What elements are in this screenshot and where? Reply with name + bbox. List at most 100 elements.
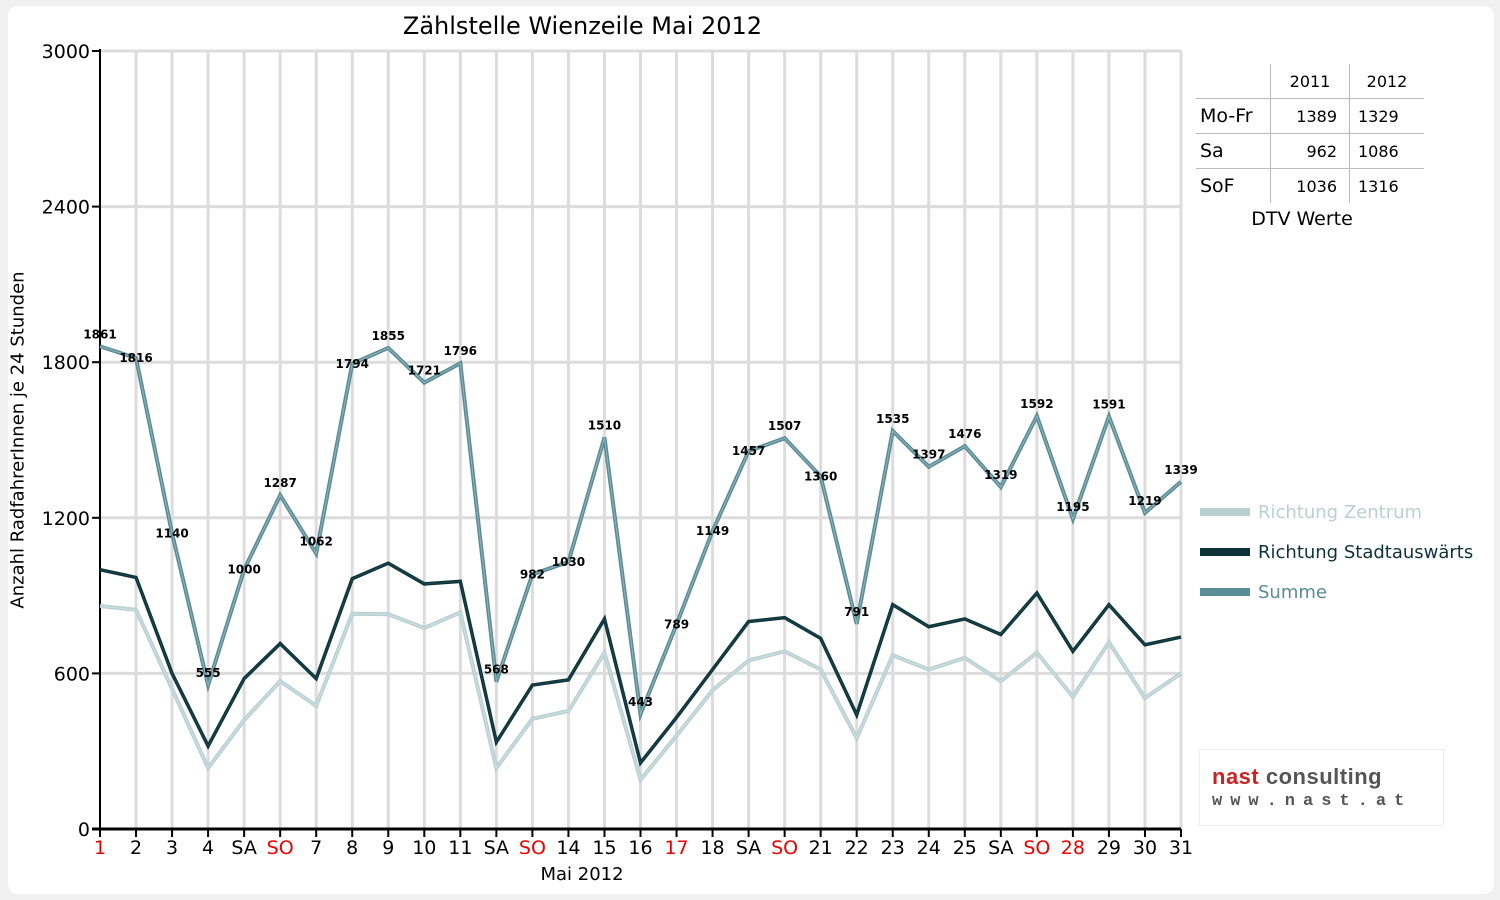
x-tick-label: SO	[1023, 837, 1050, 859]
x-tick-label: 14	[556, 837, 580, 859]
dtv-row-label: SoF	[1200, 175, 1235, 197]
dtv-value-2011: 962	[1270, 133, 1350, 169]
data-label: 1507	[768, 419, 801, 433]
data-label: 1457	[732, 444, 765, 458]
x-tick-label: 30	[1133, 837, 1157, 859]
data-label: 1000	[227, 563, 260, 577]
legend-swatch-summe	[1200, 588, 1250, 596]
x-tick-label: 28	[1061, 837, 1085, 859]
x-tick-label: SA	[736, 837, 761, 859]
y-tick-label: 2400	[42, 197, 90, 219]
data-label: 1360	[804, 469, 837, 483]
x-tick-label: 18	[700, 837, 724, 859]
nast-consulting-logo: nast consulting www.nast.at	[1200, 750, 1443, 825]
logo-wordmark: nast consulting	[1212, 764, 1382, 790]
legend-label-stadtauswaerts: Richtung Stadtauswärts	[1258, 541, 1474, 563]
data-label: 1219	[1128, 494, 1161, 508]
x-tick-label: 8	[346, 837, 358, 859]
dtv-row-label: Mo-Fr	[1196, 98, 1271, 134]
x-tick-label: SA	[231, 837, 256, 859]
legend: Richtung Zentrum Richtung Stadtauswärts …	[1200, 492, 1473, 612]
x-tick-label: 25	[953, 837, 977, 859]
x-tick-label: 11	[448, 837, 472, 859]
data-label: 1062	[299, 535, 332, 549]
y-tick-label: 600	[54, 663, 90, 685]
x-tick-label: 1	[94, 837, 106, 859]
logo-part-consulting: consulting	[1259, 764, 1383, 789]
x-tick-label: SA	[484, 837, 509, 859]
logo-url: www.nast.at	[1212, 792, 1413, 811]
data-label: 1030	[552, 555, 585, 569]
data-label: 982	[520, 567, 545, 581]
x-tick-label: 4	[202, 837, 214, 859]
dtv-value-2012: 1086	[1349, 133, 1424, 169]
data-label: 789	[664, 617, 689, 631]
x-tick-label: 21	[809, 837, 833, 859]
legend-item-summe: Summe	[1200, 572, 1473, 612]
series-line-highlight	[99, 562, 1182, 764]
data-label: 1816	[119, 351, 152, 365]
x-tick-label: 2	[130, 837, 142, 859]
y-tick-label: 1800	[42, 352, 90, 374]
series-line-zentrum	[99, 603, 1183, 784]
legend-swatch-stadtauswaerts	[1200, 548, 1250, 556]
data-label: 1794	[336, 357, 369, 371]
data-label: 1592	[1020, 397, 1053, 411]
data-label: 443	[628, 695, 653, 709]
data-label: 1339	[1164, 463, 1197, 477]
logo-part-nast: nast	[1212, 764, 1260, 789]
x-tick-label: 22	[845, 837, 869, 859]
data-label: 1535	[876, 412, 909, 426]
dtv-caption: DTV Werte	[1251, 208, 1353, 230]
x-axis-label: Mai 2012	[540, 864, 624, 885]
x-tick-label: 17	[664, 837, 688, 859]
series-line-highlight	[99, 345, 1182, 717]
data-label: 1591	[1092, 397, 1125, 411]
x-tick-label: SO	[267, 837, 294, 859]
data-label: 568	[484, 663, 509, 677]
series-line-summe	[99, 344, 1183, 722]
x-tick-label: 15	[592, 837, 616, 859]
data-label: 1397	[912, 448, 945, 462]
legend-item-zentrum: Richtung Zentrum	[1200, 492, 1473, 532]
data-label: 1319	[984, 468, 1017, 482]
dtv-header-2012: 2012	[1349, 64, 1424, 99]
dtv-header-2011: 2011	[1270, 64, 1350, 99]
x-tick-label: 7	[310, 837, 322, 859]
dtv-header-empty	[1196, 64, 1271, 99]
x-tick-label: SA	[988, 837, 1013, 859]
y-axis-label: Anzahl RadfahrerInnen je 24 Stunden	[7, 271, 29, 609]
data-label: 791	[844, 605, 869, 619]
series-line-highlight	[99, 605, 1182, 781]
x-tick-label: 23	[881, 837, 905, 859]
dtv-value-2011: 1036	[1270, 168, 1350, 203]
x-tick-label: 29	[1097, 837, 1121, 859]
y-tick-label: 3000	[42, 41, 90, 63]
data-label: 555	[196, 666, 221, 680]
chart-title: Zählstelle Wienzeile Mai 2012	[402, 12, 763, 40]
dtv-table: 2011 2012 Mo-Fr 1389 1329 Sa 962 1086 So…	[1196, 64, 1424, 203]
dtv-row: Sa 962 1086	[1196, 133, 1424, 169]
dtv-value-2012: 1316	[1349, 168, 1424, 203]
data-label: 1861	[83, 327, 116, 341]
dtv-value-2012: 1329	[1349, 98, 1424, 134]
data-label: 1195	[1056, 500, 1089, 514]
data-label: 1510	[588, 418, 621, 432]
data-label: 1140	[155, 526, 188, 540]
data-label: 1721	[408, 364, 441, 378]
dtv-row: Mo-Fr 1389 1329	[1196, 98, 1424, 134]
y-tick-label: 1200	[42, 508, 90, 530]
x-tick-label: 10	[412, 837, 436, 859]
x-tick-label: 16	[628, 837, 652, 859]
x-tick-label: 9	[382, 837, 394, 859]
data-label: 1149	[696, 524, 729, 538]
dtv-row: SoF 1036 1316	[1196, 168, 1424, 203]
y-tick-label: 0	[78, 819, 90, 841]
data-label: 1855	[372, 329, 405, 343]
x-tick-label: SO	[771, 837, 798, 859]
legend-swatch-zentrum	[1200, 508, 1250, 516]
legend-item-stadtauswaerts: Richtung Stadtauswärts	[1200, 532, 1473, 572]
x-tick-label: SO	[519, 837, 546, 859]
dtv-row-label: Sa	[1196, 133, 1271, 169]
